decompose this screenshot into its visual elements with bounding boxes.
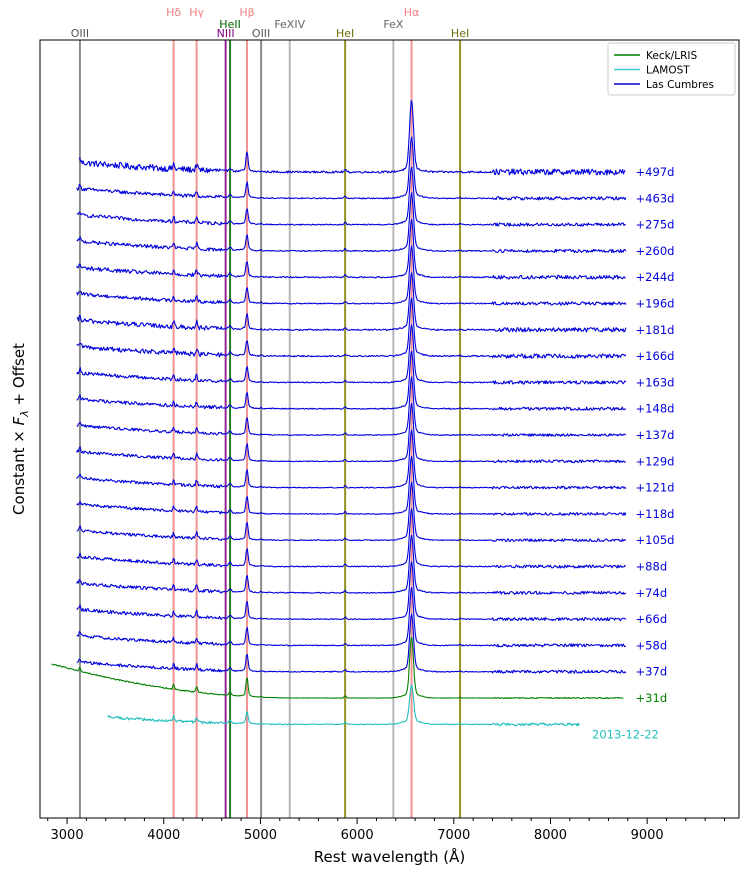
spectrum-line [76, 272, 627, 333]
legend-entry: LAMOST [646, 65, 690, 77]
epoch-label: +58d [636, 638, 668, 652]
spectrum-line [76, 455, 627, 516]
spectrum-line [76, 350, 627, 411]
spectrum-line [76, 613, 627, 674]
x-tick-label: 6000 [341, 828, 374, 843]
spectrum-line [107, 684, 580, 727]
epoch-label: +148d [636, 402, 675, 416]
epoch-label: +163d [636, 375, 675, 389]
spectrum-line [76, 297, 627, 359]
reference-line-label: OIII [252, 27, 270, 40]
epoch-label: +275d [636, 218, 675, 232]
reference-line-label: FeXIV [274, 18, 305, 31]
plot-frame [39, 39, 740, 819]
spectrum-line [76, 586, 627, 648]
spectrum-line [76, 324, 627, 385]
spectrum-line [76, 192, 627, 254]
y-axis-label: Constant × Fλ + Offset [10, 343, 31, 515]
reference-line-label: Hγ [189, 6, 204, 19]
x-tick-label: 9000 [631, 828, 664, 843]
reference-line-label: Hβ [239, 6, 254, 19]
reference-line-label: HeI [451, 27, 469, 40]
epoch-label: +244d [636, 270, 675, 284]
x-tick-label: 4000 [147, 828, 180, 843]
spectrum-line [76, 402, 626, 464]
spectrum-line [76, 245, 627, 306]
spectra-series [51, 100, 627, 727]
reference-line-label: HeII [219, 18, 241, 31]
epoch-label: +166d [636, 349, 675, 363]
reference-line-label: Hδ [166, 6, 181, 19]
epoch-label: +74d [636, 586, 668, 600]
reference-line-label: FeX [383, 18, 403, 31]
spectrum-line [79, 100, 626, 176]
epoch-label: +105d [636, 533, 675, 547]
spectrum-line [76, 429, 627, 490]
reference-line-label: OIII [71, 27, 89, 40]
legend-frame [607, 42, 736, 96]
epoch-label: 2013-12-22 [592, 727, 659, 741]
x-tick-label: 5000 [244, 828, 277, 843]
legend: Keck/LRIS LAMOST Las Cumbres [607, 42, 736, 96]
epoch-label: +31d [636, 691, 668, 705]
epoch-label: +66d [636, 612, 668, 626]
spectrum-line [76, 508, 627, 569]
x-tick-label: 3000 [51, 828, 84, 843]
epoch-label: +88d [636, 560, 668, 574]
epoch-label: +181d [636, 323, 675, 337]
reference-line-label: Hα [404, 6, 420, 19]
x-axis-label: Rest wavelength (Å) [314, 847, 466, 866]
legend-entry: Keck/LRIS [646, 50, 697, 62]
x-tick-label: 7000 [437, 828, 470, 843]
spectrum-line [76, 166, 626, 227]
spectrum-line [76, 376, 627, 437]
spectrum-line [76, 481, 627, 543]
reference-line-label: NIII [217, 27, 235, 40]
plot-background [40, 40, 739, 818]
epoch-label: +129d [636, 454, 675, 468]
spectrum-line [51, 636, 624, 700]
spectrum-line [76, 534, 627, 595]
x-tick-label: 8000 [534, 828, 567, 843]
spectrum-line [76, 561, 627, 622]
epoch-label: +118d [636, 507, 675, 521]
epoch-label: +196d [636, 297, 675, 311]
spectrum-line [76, 136, 627, 201]
spectrum-line [76, 218, 626, 280]
reference-line-label: HeI [336, 27, 354, 40]
x-axis-ticks: 3000 4000 5000 6000 7000 8000 9000 [47, 818, 725, 843]
epoch-label: +463d [636, 191, 675, 205]
epoch-label: +137d [636, 428, 675, 442]
epoch-label: +121d [636, 481, 675, 495]
legend-entry: Las Cumbres [646, 79, 714, 91]
epoch-label: +260d [636, 244, 675, 258]
epoch-label: +497d [636, 165, 675, 179]
epoch-label: +37d [636, 665, 668, 679]
epoch-labels: +497d +463d +275d +260d +244d +196d +181d +166d… [592, 165, 674, 741]
